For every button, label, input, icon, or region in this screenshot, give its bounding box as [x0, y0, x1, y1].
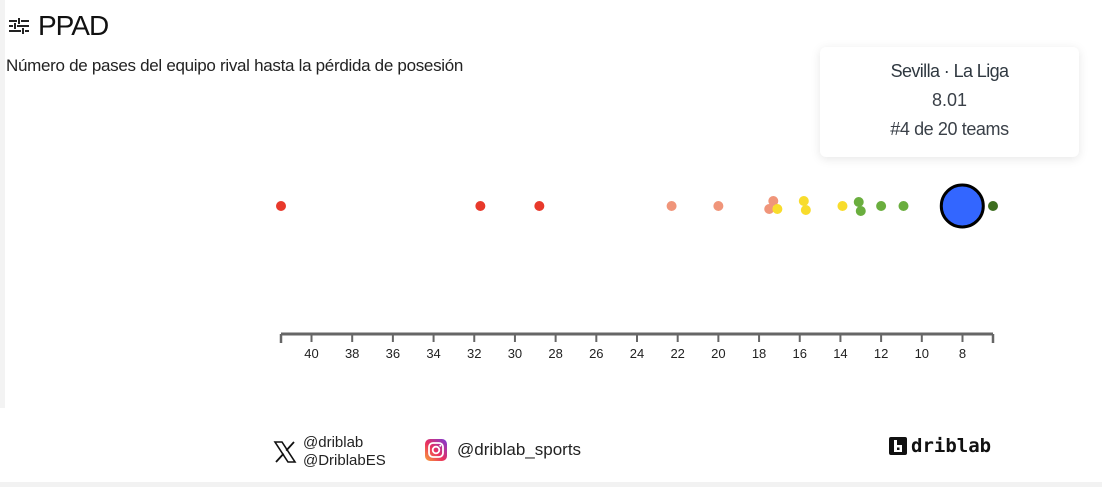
team-point[interactable]: [276, 201, 286, 211]
x-tick-label: 40: [304, 346, 318, 361]
team-point[interactable]: [713, 201, 724, 211]
x-tick-label: 8: [959, 346, 966, 361]
team-point[interactable]: [534, 201, 545, 211]
x-tick-label: 28: [548, 346, 562, 361]
left-panel-edge: [0, 0, 5, 408]
team-point[interactable]: [876, 201, 887, 211]
x-tick-label: 38: [345, 346, 359, 361]
team-point[interactable]: [898, 201, 909, 211]
team-point[interactable]: [853, 197, 864, 207]
team-point[interactable]: [772, 204, 783, 214]
instagram-handle[interactable]: @driblab_sports: [457, 440, 582, 459]
team-point[interactable]: [798, 196, 809, 206]
driblab-mark-icon: [889, 437, 907, 455]
x-handle-primary[interactable]: @driblab: [303, 434, 364, 451]
x-tick-label: 32: [467, 346, 481, 361]
driblab-logo[interactable]: driblab: [889, 435, 991, 457]
x-tick-label: 30: [508, 346, 522, 361]
highlight-point[interactable]: [939, 183, 985, 229]
team-point[interactable]: [855, 206, 866, 216]
page-title: PPAD: [38, 10, 109, 41]
x-tick-label: 18: [752, 346, 766, 361]
team-point[interactable]: [768, 196, 779, 206]
highlight-tooltip: Sevilla · La Liga 8.01 #4 de 20 teams: [820, 47, 1079, 157]
tooltip-rank: #4 de 20 teams: [890, 119, 1009, 139]
bottom-divider: [0, 482, 1102, 487]
header: PPAD: [8, 10, 109, 42]
team-point[interactable]: [666, 201, 677, 211]
team-point[interactable]: [764, 204, 775, 214]
x-tick-label: 12: [874, 346, 888, 361]
x-tick-label: 34: [426, 346, 440, 361]
x-tick-label: 10: [915, 346, 929, 361]
team-point[interactable]: [988, 201, 998, 211]
x-tick-label: 16: [793, 346, 807, 361]
x-tick-label: 22: [670, 346, 684, 361]
x-social[interactable]: @driblab @DriblabES: [273, 434, 386, 470]
tooltip-team-league: Sevilla · La Liga: [890, 61, 1009, 81]
sliders-icon[interactable]: [8, 17, 30, 35]
team-point[interactable]: [475, 201, 486, 211]
x-tick-label: 24: [630, 346, 644, 361]
team-point[interactable]: [837, 201, 848, 211]
team-point[interactable]: [800, 205, 811, 215]
x-tick-label: 26: [589, 346, 603, 361]
x-logo-icon: [273, 440, 297, 464]
x-tick-label: 14: [833, 346, 847, 361]
x-tick-label: 36: [386, 346, 400, 361]
strip-plot: 40 38 36 34 32 30 28 26 24 22 20 18 16 14 12 10 8: [276, 183, 998, 361]
brand-name: driblab: [911, 435, 992, 457]
chart-subtitle: Número de pases del equipo rival hasta l…: [6, 56, 464, 75]
x-handle-secondary[interactable]: @DriblabES: [303, 452, 386, 469]
x-tick-label: 20: [711, 346, 725, 361]
tooltip-value: 8.01: [931, 90, 968, 110]
instagram-social[interactable]: @driblab_sports: [425, 439, 581, 461]
instagram-icon: [425, 439, 447, 461]
